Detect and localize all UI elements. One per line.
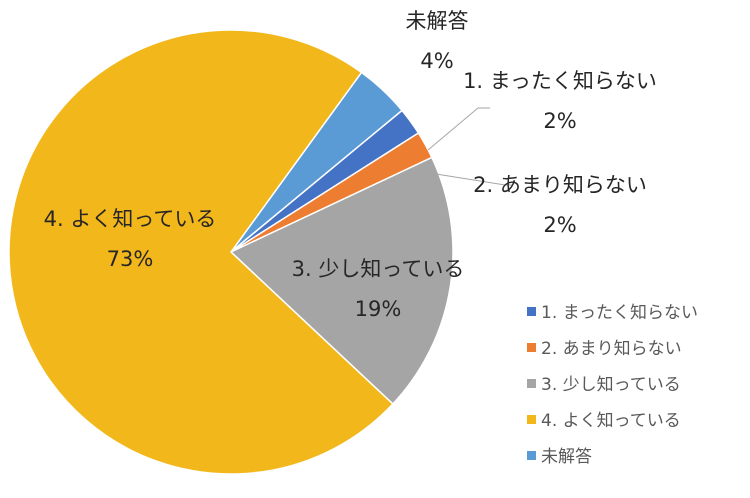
data-label-value-2: 2% bbox=[543, 213, 576, 237]
data-labels: 1. まったく知らない 2% 2. あまり知らない 2% 3. 少し知っている 19% 4.… bbox=[44, 9, 657, 321]
legend-swatch-3 bbox=[527, 379, 536, 388]
leader-line-2 bbox=[435, 173, 512, 186]
data-label-category-4: 4. よく知っている bbox=[44, 207, 217, 231]
legend-label-1: 1. まったく知らない bbox=[541, 303, 698, 323]
legend-swatch-4 bbox=[527, 415, 536, 424]
legend-label-3: 3. 少し知っている bbox=[541, 375, 681, 395]
leader-lines bbox=[427, 107, 512, 186]
legend-swatch-5 bbox=[527, 451, 536, 460]
legend-swatch-2 bbox=[527, 343, 536, 352]
data-label-value-3: 19% bbox=[355, 297, 402, 321]
pie-slice-4 bbox=[8, 29, 394, 475]
data-label-value-1: 2% bbox=[543, 109, 576, 133]
data-label-category-3: 3. 少し知っている bbox=[292, 257, 465, 281]
legend-label-5: 未解答 bbox=[541, 447, 592, 467]
legend-label-4: 4. よく知っている bbox=[541, 411, 681, 431]
leader-line-1 bbox=[427, 107, 490, 151]
data-label-category-5: 未解答 bbox=[406, 9, 469, 33]
data-label-value-4: 73% bbox=[107, 247, 154, 271]
pie-slice-3 bbox=[229, 156, 454, 406]
data-label-category-2: 2. あまり知らない bbox=[473, 173, 647, 197]
pie-slices bbox=[8, 29, 454, 475]
chart-legend: 1. まったく知らない 2. あまり知らない 3. 少し知っている 4. よく知ってい… bbox=[527, 303, 698, 467]
legend-label-2: 2. あまり知らない bbox=[541, 339, 682, 359]
data-label-category-1: 1. まったく知らない bbox=[463, 69, 657, 93]
legend-swatch-1 bbox=[527, 307, 536, 316]
data-label-value-5: 4% bbox=[420, 49, 453, 73]
